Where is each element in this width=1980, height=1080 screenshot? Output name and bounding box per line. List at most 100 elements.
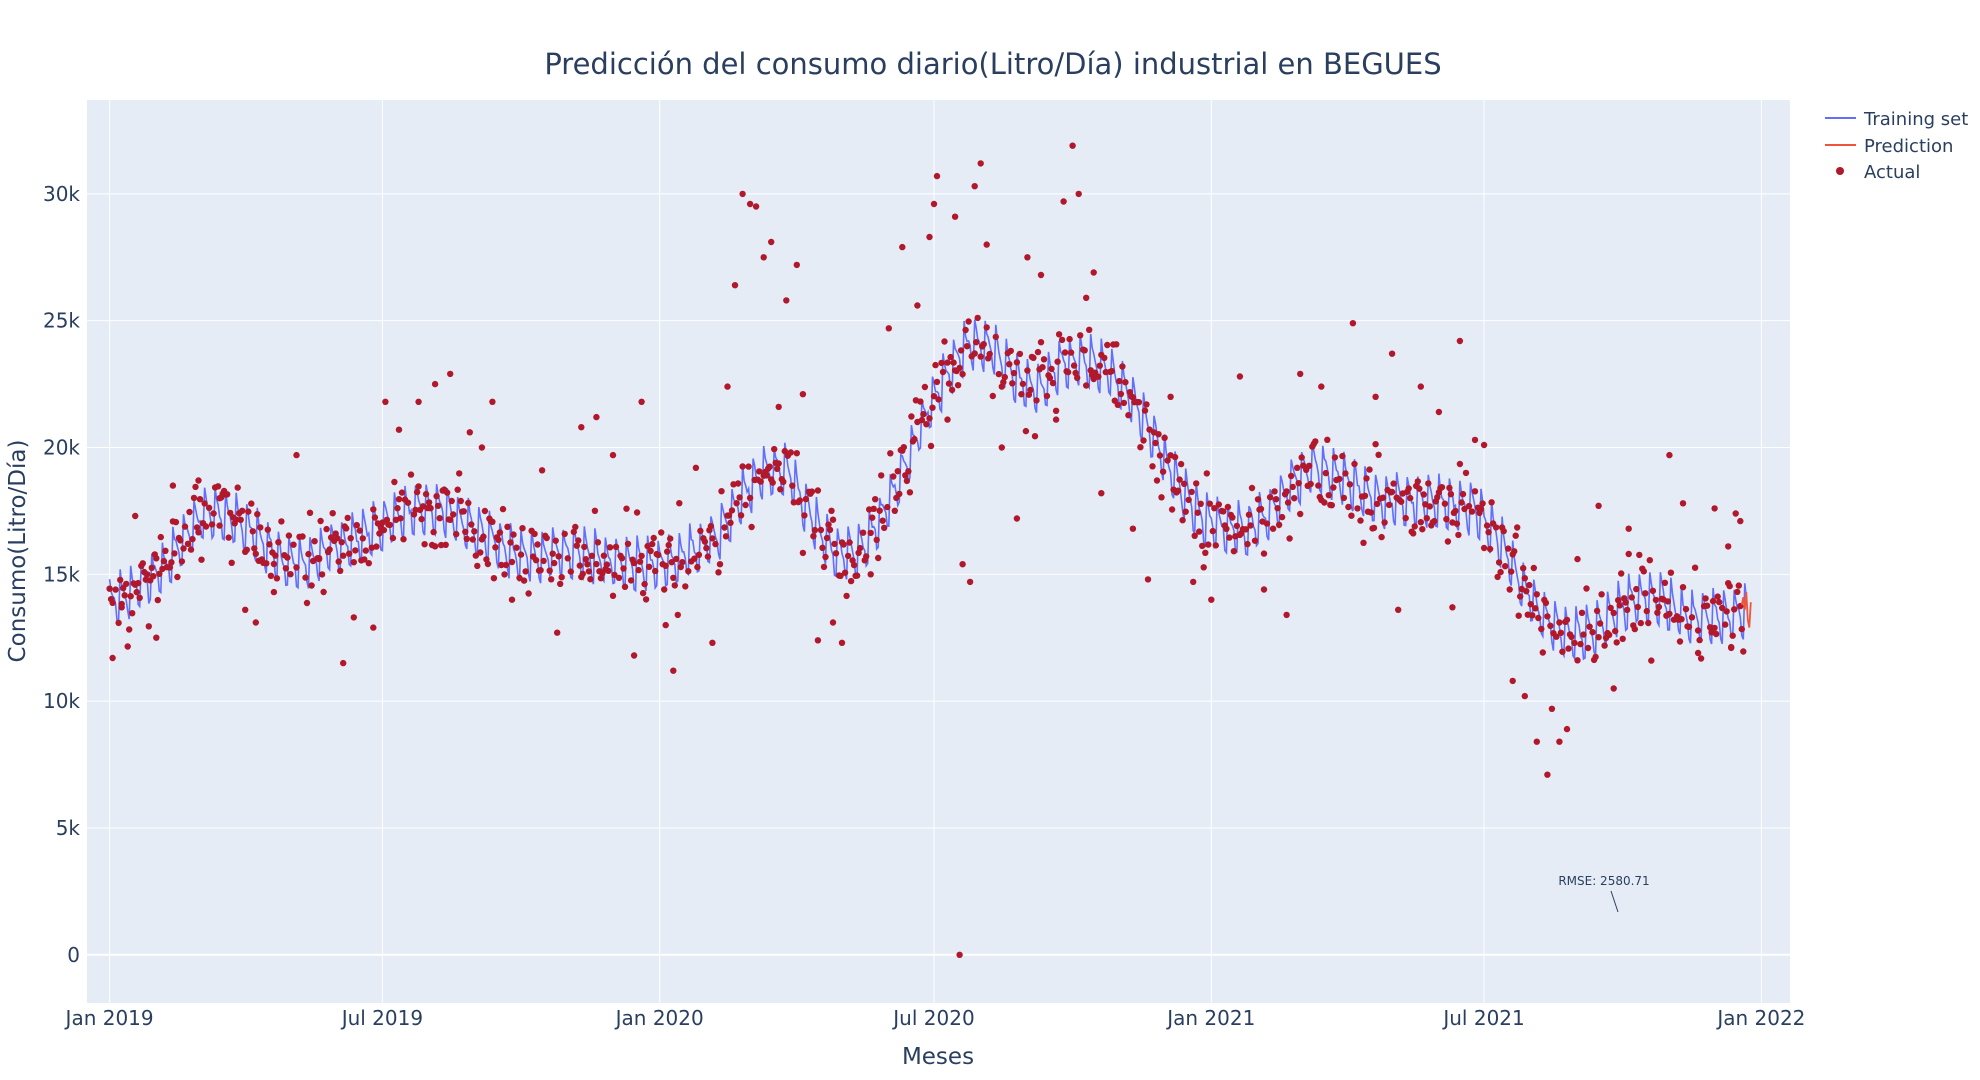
x-tick-label: Jan 2019 [64, 1006, 154, 1030]
actual-point [532, 557, 540, 564]
actual-point [587, 576, 594, 583]
actual-point [270, 560, 278, 568]
actual-point [463, 535, 470, 542]
actual-point [752, 203, 760, 210]
actual-point [468, 521, 475, 528]
actual-point [867, 529, 874, 537]
actual-point [1514, 524, 1521, 531]
actual-point [353, 521, 360, 529]
actual-point [1563, 616, 1571, 624]
actual-point [337, 567, 344, 574]
actual-point [216, 495, 223, 502]
actual-point [195, 477, 202, 484]
actual-point [939, 368, 947, 376]
actual-point [712, 540, 719, 548]
actual-point [421, 541, 428, 548]
actual-point [771, 445, 778, 453]
actual-point [520, 577, 528, 584]
actual-point [1633, 585, 1640, 593]
actual-point [873, 536, 880, 544]
actual-point [929, 404, 936, 411]
actual-point [551, 559, 558, 567]
actual-point [1444, 538, 1452, 545]
actual-point [169, 482, 177, 489]
actual-point [1108, 367, 1116, 375]
actual-point [781, 447, 788, 455]
actual-point [362, 547, 369, 554]
actual-point [1129, 525, 1137, 532]
actual-point [394, 505, 401, 512]
actual-point [150, 573, 157, 580]
actual-point [790, 499, 797, 506]
actual-point [1426, 503, 1434, 510]
actual-point [502, 561, 510, 569]
chart-title: Predicción del consumo diario(Litro/Día)… [544, 47, 1441, 81]
actual-point [1351, 460, 1358, 468]
legend-item-training[interactable]: Training set [1825, 109, 1968, 130]
actual-point [471, 528, 478, 535]
actual-point [665, 541, 672, 549]
actual-point [769, 479, 776, 486]
actual-point [1740, 648, 1747, 655]
actual-point [581, 543, 588, 551]
actual-point [540, 557, 547, 565]
legend-item-prediction[interactable]: Prediction [1825, 136, 1953, 157]
actual-point [1696, 636, 1703, 644]
actual-point [739, 190, 746, 198]
actual-point [1703, 602, 1711, 609]
actual-point [174, 573, 181, 581]
actual-point [630, 652, 638, 659]
actual-point [1345, 503, 1352, 511]
prediction-line [1740, 592, 1752, 628]
actual-point [867, 571, 874, 578]
legend[interactable]: Training set Prediction Actual [1825, 109, 1968, 183]
actual-point [1074, 374, 1081, 381]
actual-point [774, 465, 781, 472]
actual-point [154, 596, 161, 604]
actual-point [144, 571, 151, 578]
actual-point [391, 478, 398, 486]
actual-point [766, 463, 773, 470]
actual-point [1435, 408, 1443, 416]
actual-point [645, 563, 653, 570]
actual-point [395, 496, 403, 503]
y-tick-label: 5k [56, 816, 81, 840]
actual-point [1685, 623, 1693, 630]
actual-point [869, 514, 876, 521]
actual-point [649, 540, 656, 548]
actual-point [264, 526, 271, 533]
actual-point [365, 560, 372, 567]
actual-point [1156, 452, 1164, 459]
actual-point [733, 500, 740, 507]
actual-point [1486, 545, 1494, 553]
actual-point [951, 213, 959, 220]
actual-point [293, 451, 300, 459]
actual-point [884, 503, 891, 511]
actual-point [715, 569, 722, 576]
actual-point [1577, 640, 1584, 648]
actual-point [1456, 460, 1464, 468]
legend-item-actual[interactable]: Actual [1836, 162, 1920, 183]
actual-point [903, 477, 911, 485]
actual-point [168, 559, 175, 566]
x-tick-label: Jan 2020 [614, 1006, 704, 1030]
actual-point [1203, 470, 1211, 477]
actual-point [576, 562, 583, 569]
actual-point [828, 507, 835, 514]
actual-point [757, 478, 764, 485]
actual-point [1209, 527, 1217, 535]
actual-point [371, 514, 379, 521]
actual-point [1694, 627, 1702, 634]
actual-point [287, 571, 294, 578]
actual-point [1622, 599, 1629, 606]
actual-point [228, 559, 235, 566]
actual-point [1711, 624, 1718, 632]
actual-point [1224, 503, 1232, 511]
actual-point [1423, 515, 1431, 522]
actual-point [136, 594, 143, 601]
actual-point [1230, 548, 1238, 555]
actual-point [400, 536, 407, 543]
actual-point [650, 534, 657, 542]
actual-point [1667, 569, 1675, 576]
actual-point [875, 554, 882, 562]
